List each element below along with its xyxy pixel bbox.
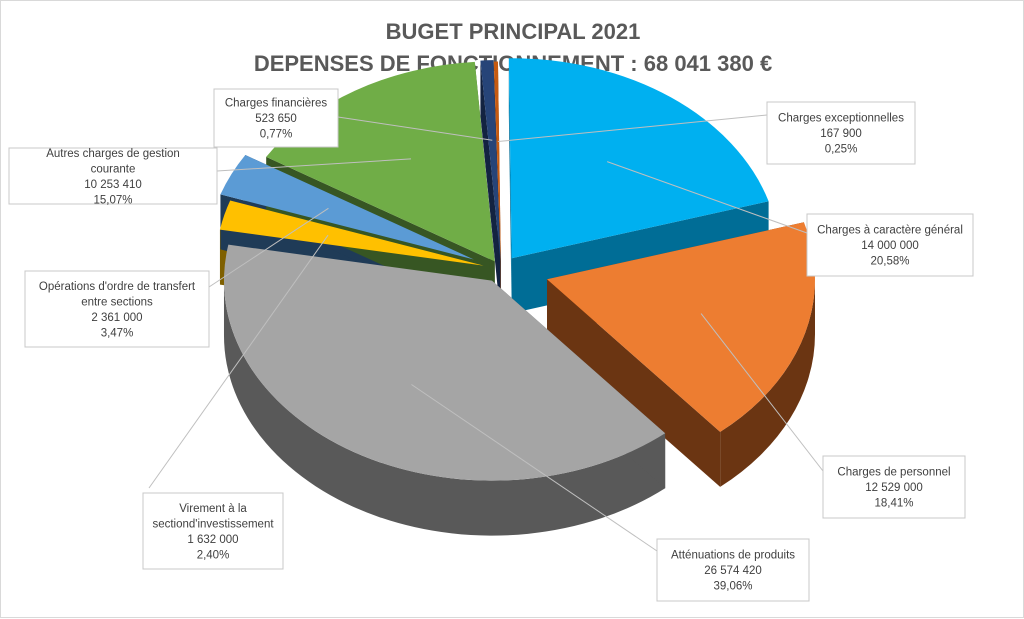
slice-4 bbox=[219, 200, 484, 266]
data-label-value: 10 253 410 bbox=[84, 179, 142, 191]
data-label-box bbox=[24, 270, 210, 348]
slice-3 bbox=[223, 244, 666, 481]
data-label-value: 26 574 420 bbox=[704, 565, 762, 577]
data-label-name-0: Autres charges de gestion bbox=[46, 148, 180, 160]
leader-line-0 bbox=[497, 114, 768, 143]
data-label-box bbox=[806, 213, 974, 277]
leader-line-1 bbox=[606, 161, 808, 234]
leader-line-3 bbox=[411, 384, 658, 552]
leader-line-2 bbox=[700, 313, 824, 472]
data-label-percent: 0,25% bbox=[825, 144, 858, 156]
data-label-name-1: sectiond'investissement bbox=[152, 518, 274, 530]
leader-line-7 bbox=[337, 116, 493, 141]
data-label-name-0: Charges financières bbox=[225, 98, 328, 110]
data-label-1: Charges à caractère général 14 000 000 20,… bbox=[806, 213, 974, 277]
data-label-name-0: Charges exceptionnelles bbox=[778, 113, 904, 125]
data-label-box bbox=[213, 88, 339, 148]
data-label-4: Virement à la sectiond'investissement 1 63… bbox=[142, 492, 284, 570]
data-label-name-0: Charges de personnel bbox=[837, 467, 950, 479]
data-label-percent: 3,47% bbox=[101, 327, 134, 339]
data-label-percent: 15,07% bbox=[93, 194, 132, 206]
data-label-box bbox=[142, 492, 284, 570]
slice-cut-1-0 bbox=[508, 58, 512, 314]
leader-line-6 bbox=[216, 158, 412, 172]
data-label-percent: 0,77% bbox=[260, 129, 293, 141]
data-label-6: Autres charges de gestion courante 10 253 … bbox=[8, 147, 218, 206]
data-label-box bbox=[8, 147, 218, 205]
data-label-name-0: Opérations d'ordre de transfert bbox=[39, 281, 196, 293]
slice-1 bbox=[508, 58, 769, 259]
data-label-percent: 20,58% bbox=[870, 256, 909, 268]
data-label-box bbox=[766, 101, 916, 165]
slice-0 bbox=[493, 61, 501, 262]
data-label-0: Charges exceptionnelles 167 900 0,25% bbox=[766, 101, 916, 165]
slice-2 bbox=[546, 222, 815, 432]
slice-cut-2-1 bbox=[546, 279, 721, 487]
data-label-name-1: entre sections bbox=[81, 296, 153, 308]
slice-7 bbox=[480, 60, 501, 261]
leader-line-5 bbox=[208, 207, 329, 288]
data-label-name-0: Atténuations de produits bbox=[671, 550, 795, 562]
data-label-box bbox=[822, 455, 966, 519]
slice-side-2 bbox=[720, 279, 815, 487]
data-label-box bbox=[656, 538, 810, 602]
data-label-value: 167 900 bbox=[820, 128, 862, 140]
slice-side-3 bbox=[223, 280, 666, 536]
data-label-5: Opérations d'ordre de transfert entre sec… bbox=[24, 270, 210, 348]
data-label-value: 12 529 000 bbox=[865, 482, 923, 494]
slice-5 bbox=[220, 155, 474, 260]
data-label-value: 1 632 000 bbox=[187, 534, 238, 546]
data-label-3: Atténuations de produits 26 574 420 39,06% bbox=[656, 538, 810, 602]
data-label-7: Charges financières 523 650 0,77% bbox=[213, 88, 339, 148]
data-label-value: 2 361 000 bbox=[91, 312, 142, 324]
data-label-name-0: Charges à caractère général bbox=[817, 225, 963, 237]
data-label-name-1: courante bbox=[91, 163, 136, 175]
data-label-value: 523 650 bbox=[255, 113, 297, 125]
pie-slices bbox=[219, 58, 815, 536]
chart-title: BUGET PRINCIPAL 2021 bbox=[386, 19, 641, 44]
data-label-name-0: Virement à la bbox=[179, 503, 247, 515]
leader-line-4 bbox=[148, 234, 329, 489]
data-label-value: 14 000 000 bbox=[861, 240, 919, 252]
data-label-percent: 18,41% bbox=[874, 498, 913, 510]
slice-cut-7-0 bbox=[480, 60, 501, 316]
data-label-2: Charges de personnel 12 529 000 18,41% bbox=[822, 455, 966, 519]
data-label-percent: 39,06% bbox=[713, 581, 752, 593]
data-label-percent: 2,40% bbox=[197, 549, 230, 561]
